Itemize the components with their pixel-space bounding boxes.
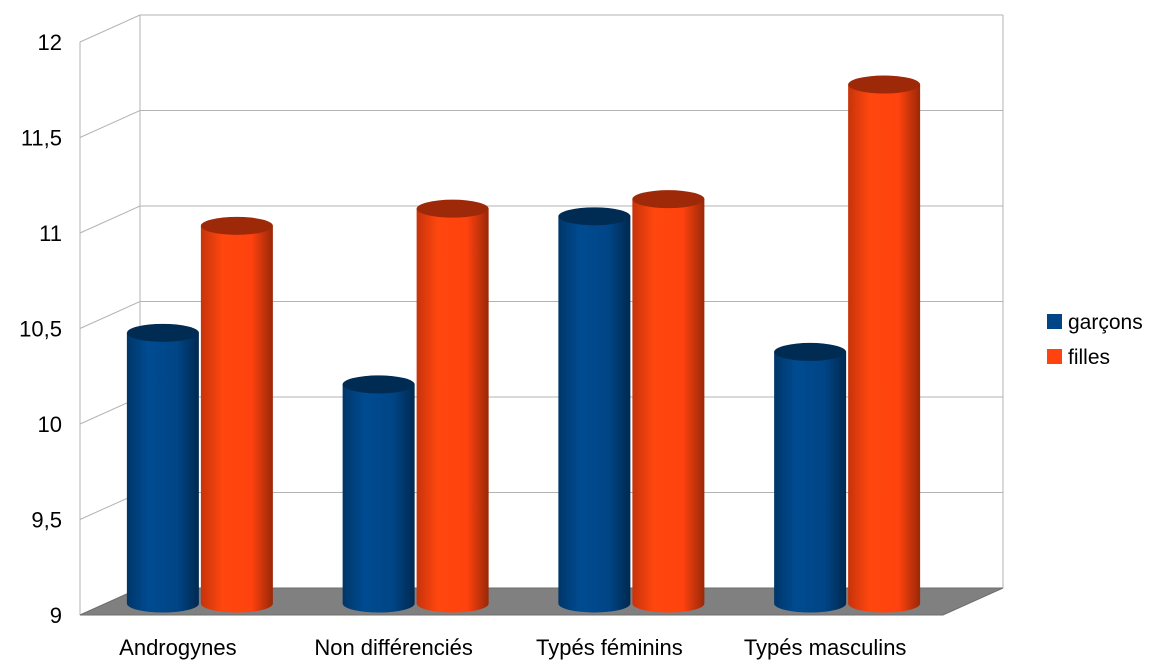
floor-plane — [79, 587, 1004, 616]
bar — [416, 199, 489, 613]
bar — [342, 375, 415, 613]
x-category-label: Typés masculins — [744, 635, 907, 660]
bar-body — [774, 351, 847, 613]
bar-top — [200, 216, 273, 235]
legend-item: garçons — [1047, 311, 1143, 334]
legend-label: garçons — [1068, 311, 1143, 334]
x-category-label: Non différenciés — [314, 635, 473, 660]
bar — [774, 342, 847, 613]
legend-swatch — [1047, 349, 1062, 364]
y-tick-label: 12 — [38, 30, 62, 55]
legend-swatch — [1047, 314, 1062, 329]
x-axis-categories: Androgynes Non différenciés Typés féminins… — [119, 635, 906, 660]
bar — [632, 190, 705, 613]
bar-body — [342, 384, 415, 613]
bar-body — [200, 225, 273, 613]
x-category-label: Typés féminins — [536, 635, 683, 660]
chart-floor — [79, 587, 1004, 616]
bar-top — [342, 375, 415, 394]
bar-top — [558, 207, 631, 226]
bar-top — [848, 75, 921, 94]
y-tick-label: 9 — [50, 603, 62, 628]
bar-body — [632, 199, 705, 613]
legend-item: filles — [1047, 346, 1110, 369]
gridline — [79, 14, 1003, 43]
y-tick-label: 11 — [39, 221, 62, 246]
bar-top — [416, 199, 489, 218]
y-axis-ticks: 9 9,5 10 10,5 11 11,5 12 — [19, 30, 62, 628]
y-tick-label: 10,5 — [19, 317, 62, 342]
x-category-label: Androgynes — [119, 635, 236, 660]
y-tick-label: 11,5 — [21, 126, 62, 151]
y-tick-label: 10 — [38, 412, 62, 437]
bar — [848, 75, 921, 613]
bar-top — [774, 342, 847, 361]
gridline — [79, 301, 1003, 329]
bar-top — [126, 323, 199, 342]
bar-body — [126, 332, 199, 613]
legend: garçons filles — [1047, 311, 1143, 369]
bar-body — [848, 84, 921, 613]
y-tick-label: 9,5 — [31, 508, 62, 533]
gridline — [79, 205, 1003, 234]
bar — [558, 207, 631, 613]
gridline — [79, 110, 1003, 138]
bar-body — [416, 208, 489, 613]
bar — [126, 323, 199, 613]
bar — [200, 216, 273, 613]
bar-body — [558, 216, 631, 613]
legend-label: filles — [1068, 346, 1110, 369]
bars — [126, 75, 921, 613]
bar-top — [632, 190, 705, 209]
